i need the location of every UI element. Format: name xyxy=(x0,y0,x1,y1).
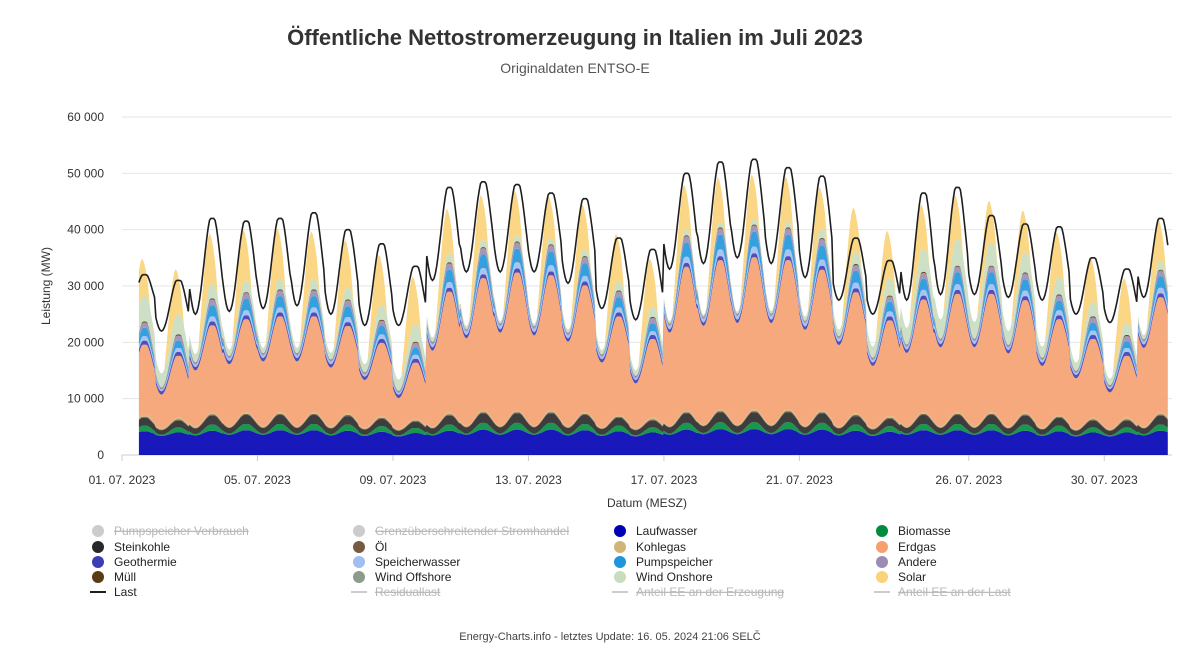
series-area-pumpspeicher xyxy=(138,231,1168,394)
legend-label: Anteil EE an der Erzeugung xyxy=(636,585,784,599)
legend-dot-symbol xyxy=(876,541,888,553)
legend-label: Residuallast xyxy=(375,585,441,599)
legend-item[interactable]: Öl xyxy=(353,540,387,554)
legend-label: Kohlegas xyxy=(636,540,686,554)
y-tick-label: 60 000 xyxy=(67,110,104,124)
legend-item[interactable]: Speicherwasser xyxy=(353,555,460,569)
legend-item[interactable]: Solar xyxy=(876,570,926,584)
legend-label: Grenzüberschreitender Stromhandel xyxy=(375,524,569,538)
legend-dot-symbol xyxy=(876,525,888,537)
series-area--l xyxy=(138,411,1168,431)
legend-dot-symbol xyxy=(353,541,365,553)
chart-subtitle: Originaldaten ENTSO-E xyxy=(500,60,649,76)
series-area-laufwasser xyxy=(138,429,1168,455)
series-area-steinkohle xyxy=(138,412,1168,436)
series-area-kohlegas xyxy=(138,409,1168,431)
legend-dot-symbol xyxy=(92,541,104,553)
legend-item[interactable]: Pumpspeicher xyxy=(614,555,713,569)
legend-label: Pumpspeicher xyxy=(636,555,713,569)
series-area-erdgas xyxy=(138,257,1168,430)
legend-label: Laufwasser xyxy=(636,524,697,538)
legend-item[interactable]: Steinkohle xyxy=(92,540,170,554)
series-area-geothermie xyxy=(138,253,1168,399)
legend-label: Andere xyxy=(898,555,937,569)
x-tick-label: 30. 07. 2023 xyxy=(1071,473,1138,487)
legend-label: Biomasse xyxy=(898,524,951,538)
legend-label: Speicherwasser xyxy=(375,555,460,569)
x-tick-label: 17. 07. 2023 xyxy=(631,473,698,487)
legend-dot-symbol xyxy=(614,571,626,583)
legend-label: Erdgas xyxy=(898,540,936,554)
legend-item[interactable]: Biomasse xyxy=(876,524,951,538)
legend-dot-symbol xyxy=(876,571,888,583)
y-tick-label: 50 000 xyxy=(67,166,104,180)
series-area-solar xyxy=(138,174,1168,380)
legend-label: Wind Offshore xyxy=(375,570,452,584)
legend-dot-symbol xyxy=(614,525,626,537)
legend-dot-symbol xyxy=(353,556,365,568)
legend-label: Anteil EE an der Last xyxy=(898,585,1011,599)
legend-item[interactable]: Kohlegas xyxy=(614,540,686,554)
y-axis-title: Leistung (MW) xyxy=(39,247,53,325)
legend-label: Wind Onshore xyxy=(636,570,713,584)
legend-item[interactable]: Erdgas xyxy=(876,540,936,554)
legend-item[interactable]: Anteil EE an der Last xyxy=(874,585,1011,599)
y-tick-label: 30 000 xyxy=(67,279,104,293)
x-tick-label: 13. 07. 2023 xyxy=(495,473,562,487)
legend-item[interactable]: Wind Offshore xyxy=(353,570,452,584)
legend-dot-symbol xyxy=(614,541,626,553)
y-tick-label: 20 000 xyxy=(67,335,104,349)
legend-dot-symbol xyxy=(353,571,365,583)
x-tick-label: 01. 07. 2023 xyxy=(89,473,156,487)
legend-label: Öl xyxy=(375,540,387,554)
legend-label: Last xyxy=(114,585,137,599)
plot-area xyxy=(138,174,1168,455)
legend-item[interactable]: Müll xyxy=(92,570,136,584)
legend-item[interactable]: Laufwasser xyxy=(614,524,697,538)
legend: Pumpspeicher Verbrauch Grenzüberschreiten… xyxy=(90,524,1011,599)
legend-dot-symbol xyxy=(614,556,626,568)
legend-item[interactable]: Andere xyxy=(876,555,937,569)
legend-dot-symbol xyxy=(92,556,104,568)
footer-update: Energy-Charts.info - letztes Update: 16.… xyxy=(459,630,761,643)
legend-dot-symbol xyxy=(92,571,104,583)
x-tick-label: 26. 07. 2023 xyxy=(935,473,1002,487)
legend-label: Pumpspeicher Verbrauch xyxy=(114,524,249,538)
x-axis: 01. 07. 2023 05. 07. 2023 09. 07. 2023 13. … xyxy=(89,455,1138,487)
legend-item[interactable]: Geothermie xyxy=(92,555,177,569)
y-tick-label: 10 000 xyxy=(67,392,104,406)
legend-label: Müll xyxy=(114,570,136,584)
legend-label: Steinkohle xyxy=(114,540,170,554)
legend-dot-symbol xyxy=(92,525,104,537)
line-layer xyxy=(138,158,1169,333)
x-tick-label: 05. 07. 2023 xyxy=(224,473,291,487)
legend-item[interactable]: Residuallast xyxy=(351,585,441,599)
y-tick-label: 0 xyxy=(97,448,104,462)
legend-item[interactable]: Pumpspeicher Verbrauch xyxy=(92,524,249,538)
legend-dot-symbol xyxy=(353,525,365,537)
legend-item[interactable]: Grenzüberschreitender Stromhandel xyxy=(353,524,569,538)
series-area-biomasse xyxy=(138,422,1168,437)
legend-label: Solar xyxy=(898,570,926,584)
legend-label: Geothermie xyxy=(114,555,177,569)
legend-item[interactable]: Last xyxy=(90,585,137,599)
legend-item[interactable]: Wind Onshore xyxy=(614,570,713,584)
y-tick-label: 40 000 xyxy=(67,223,104,237)
chart-title: Öffentliche Nettostromerzeugung in Itali… xyxy=(287,25,863,50)
x-tick-label: 09. 07. 2023 xyxy=(360,473,427,487)
series-area-speicherwasser xyxy=(138,246,1168,395)
y-axis: 0 10 000 20 000 30 000 40 000 50 000 60 000 xyxy=(67,110,104,462)
series-line-last xyxy=(138,158,1169,333)
x-tick-label: 21. 07. 2023 xyxy=(766,473,833,487)
x-axis-title: Datum (MESZ) xyxy=(607,496,687,510)
legend-item[interactable]: Anteil EE an der Erzeugung xyxy=(612,585,784,599)
legend-dot-symbol xyxy=(876,556,888,568)
